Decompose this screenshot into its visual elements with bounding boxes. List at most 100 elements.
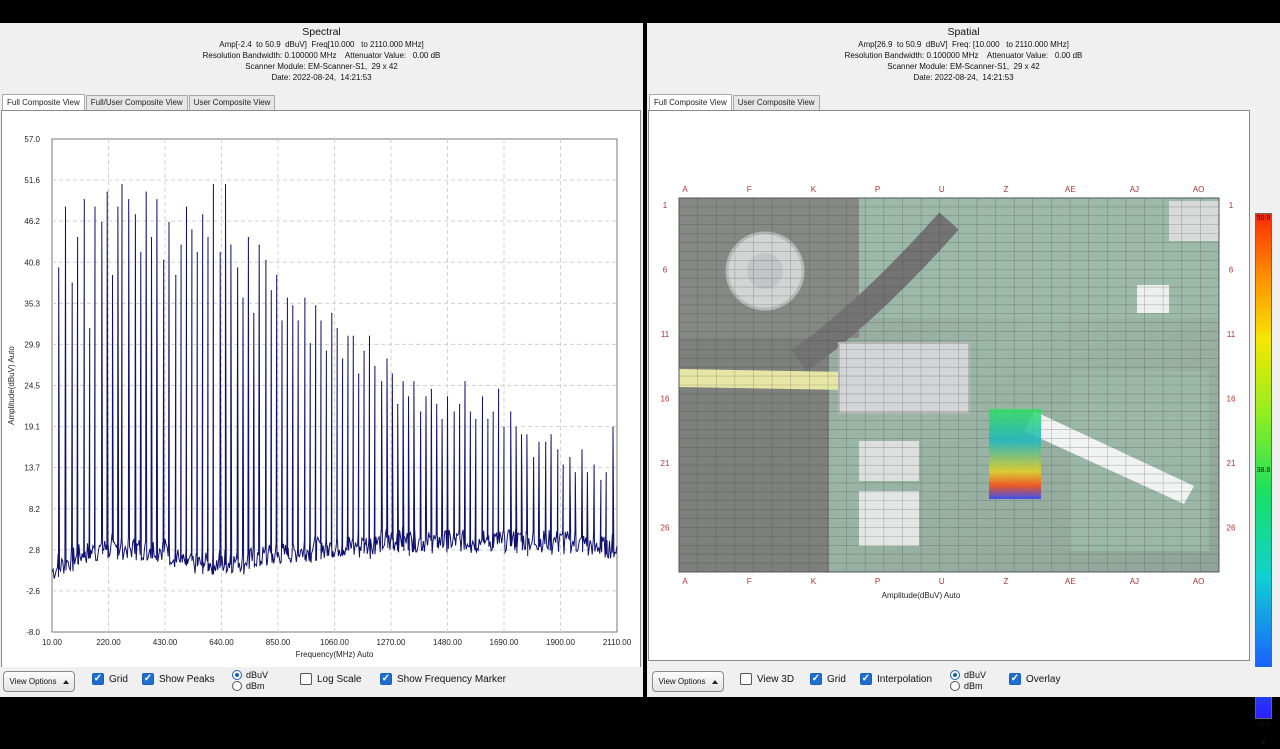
spectrum-peak-point — [550, 434, 552, 436]
spectral-panel: Spectral Amp[-2.4 to 50.9 dBuV] Freq[10.… — [0, 23, 643, 697]
y-tick-label: 13.7 — [24, 464, 40, 473]
y-tick-label: 19.1 — [24, 423, 40, 432]
spatial-tabs: Full Composite View User Composite View — [649, 94, 821, 110]
checkbox-checked-icon — [92, 673, 104, 685]
spectral-svg: 57.0 51.6 46.2 40.8 35.3 29.9 24.5 19.1 13.7 8.2 2… — [7, 135, 632, 659]
spectrum-peak-point — [297, 320, 299, 322]
spectrum-peak-point — [140, 252, 142, 254]
spatial-map[interactable]: A A F F K K P P U U Z Z AE AE AJ AJ AO AO 1 1 6 6 11 11 16 16 21 21… — [648, 110, 1272, 747]
spectrum-peak-point — [286, 297, 289, 299]
spectrum-peak-point — [453, 411, 455, 413]
row-label-left: 21 — [661, 459, 670, 468]
spatial-radio-dbm[interactable]: dBm — [950, 680, 986, 691]
radio-unselected-icon — [232, 680, 242, 691]
spectrum-peak-point — [331, 312, 333, 315]
spectrum-peak-point — [309, 343, 311, 345]
spatial-radio-dbuv[interactable]: dBuV — [950, 669, 986, 680]
spatial-unit-radio-group: dBuV dBm — [950, 669, 986, 691]
y-tick-label: 57.0 — [24, 135, 40, 144]
tab-full-composite[interactable]: Full Composite View — [2, 94, 85, 110]
spectrum-peak-point — [593, 464, 595, 466]
y-tick-label: 8.2 — [29, 505, 41, 514]
spectrum-peak-point — [586, 472, 589, 474]
show-peaks-checkbox[interactable]: Show Peaks — [142, 673, 215, 685]
radio-dbm[interactable]: dBm — [232, 680, 268, 691]
spectral-unit-radio-group: dBuV dBm — [232, 669, 268, 691]
spectrum-peak-point — [325, 350, 328, 352]
log-scale-label: Log Scale — [317, 673, 362, 685]
view-options-label: View Options — [658, 677, 706, 686]
row-label-left: 11 — [661, 330, 670, 339]
log-scale-checkbox[interactable]: Log Scale — [300, 673, 361, 685]
spectrum-peak-point — [545, 441, 547, 443]
checkbox-unchecked-icon — [300, 673, 312, 685]
spatial-grid-checkbox[interactable]: Grid — [810, 673, 846, 685]
colorbar-max-label: 50.9 — [1256, 215, 1271, 222]
colorbar-mid-label: 38.8 — [1256, 467, 1271, 474]
colorbar-min-label: 26.9 — [1256, 721, 1271, 728]
amplitude-colorbar — [1255, 213, 1272, 719]
spectrum-peak-point — [425, 396, 427, 398]
row-label-right: 26 — [1227, 524, 1236, 533]
spectrum-peak-point — [94, 206, 96, 208]
column-label-top: AJ — [1130, 185, 1139, 194]
column-label-top: AE — [1065, 185, 1076, 194]
x-tick-label: 1900.00 — [546, 638, 575, 647]
spectrum-peak-point — [253, 312, 255, 315]
x-tick-label: 1270.00 — [377, 638, 406, 647]
spectrum-peak-point — [101, 221, 103, 224]
overlay-checkbox[interactable]: Overlay — [1009, 673, 1060, 685]
spectrum-peak-point — [510, 411, 512, 413]
tab-spatial-full-composite[interactable]: Full Composite View — [649, 94, 732, 110]
tab-user-composite[interactable]: User Composite View — [188, 95, 276, 110]
spectrum-peak-point — [469, 411, 471, 413]
spectrum-peak-point — [219, 252, 221, 254]
spectrum-peak-point — [89, 328, 91, 330]
x-axis-label: Frequency(MHz) Auto — [296, 650, 374, 659]
spectrum-peak-point — [386, 358, 388, 360]
column-label-bottom: P — [875, 577, 880, 586]
row-label-left: 16 — [661, 395, 670, 404]
spectral-view-options-button[interactable]: View Options — [3, 671, 75, 692]
show-peaks-label: Show Peaks — [159, 673, 215, 685]
spectrum-peak-point — [464, 381, 466, 383]
spectrum-peak-point — [352, 335, 354, 337]
spectral-info-date: Date: 2022-08-24, 14:21:53 — [271, 73, 372, 82]
spectrum-peak-point — [224, 183, 227, 186]
spectrum-peak-point — [315, 305, 317, 307]
spectrum-peak-point — [247, 237, 250, 239]
spatial-toolbar: View Options View 3D Grid Interpolation … — [647, 667, 1280, 697]
spectrum-peak-point — [58, 267, 60, 269]
spatial-grid-label: Grid — [827, 673, 846, 685]
show-frequency-marker-label: Show Frequency Marker — [397, 673, 506, 685]
show-frequency-marker-checkbox[interactable]: Show Frequency Marker — [380, 673, 506, 685]
spectrum-peak-point — [156, 199, 158, 201]
y-tick-label: 35.3 — [24, 299, 40, 308]
spectrum-peak-point — [475, 419, 477, 421]
spectrum-peak-point — [374, 365, 376, 368]
spectrum-peak-point — [413, 381, 415, 383]
spatial-view-options-button[interactable]: View Options — [652, 671, 724, 692]
spectral-chart[interactable]: 57.0 51.6 46.2 40.8 35.3 29.9 24.5 19.1 13.7 8.2 2… — [1, 110, 641, 686]
radio-dbuv[interactable]: dBuV — [232, 669, 268, 680]
tab-full-user-composite[interactable]: Full/User Composite View — [85, 95, 188, 110]
row-label-right: 1 — [1229, 201, 1234, 210]
spatial-header: Spatial Amp[26.9 to 50.9 dBuV] Freq: [10… — [647, 23, 1280, 93]
spectrum-peak-point — [121, 183, 123, 186]
view-3d-checkbox[interactable]: View 3D — [740, 673, 794, 685]
chevron-down-icon[interactable]: ▼ — [1259, 738, 1268, 747]
y-tick-label: 29.9 — [24, 340, 40, 349]
spectrum-peak-point — [71, 282, 73, 284]
grid-checkbox[interactable]: Grid — [92, 673, 128, 685]
spatial-info-date: Date: 2022-08-24, 14:21:53 — [913, 73, 1014, 82]
interpolation-checkbox[interactable]: Interpolation — [860, 673, 932, 685]
spectrum-peak-point — [265, 259, 267, 261]
spectrum-peak-point — [600, 479, 602, 481]
spectrum-peak-point — [83, 199, 85, 201]
spectrum-peak-point — [111, 274, 114, 277]
overlay-label: Overlay — [1026, 673, 1061, 685]
tab-spatial-user-composite[interactable]: User Composite View — [732, 95, 820, 110]
spectrum-peak-point — [191, 229, 193, 231]
y-tick-label: -2.6 — [26, 587, 40, 596]
x-tick-label: 640.00 — [209, 638, 234, 647]
